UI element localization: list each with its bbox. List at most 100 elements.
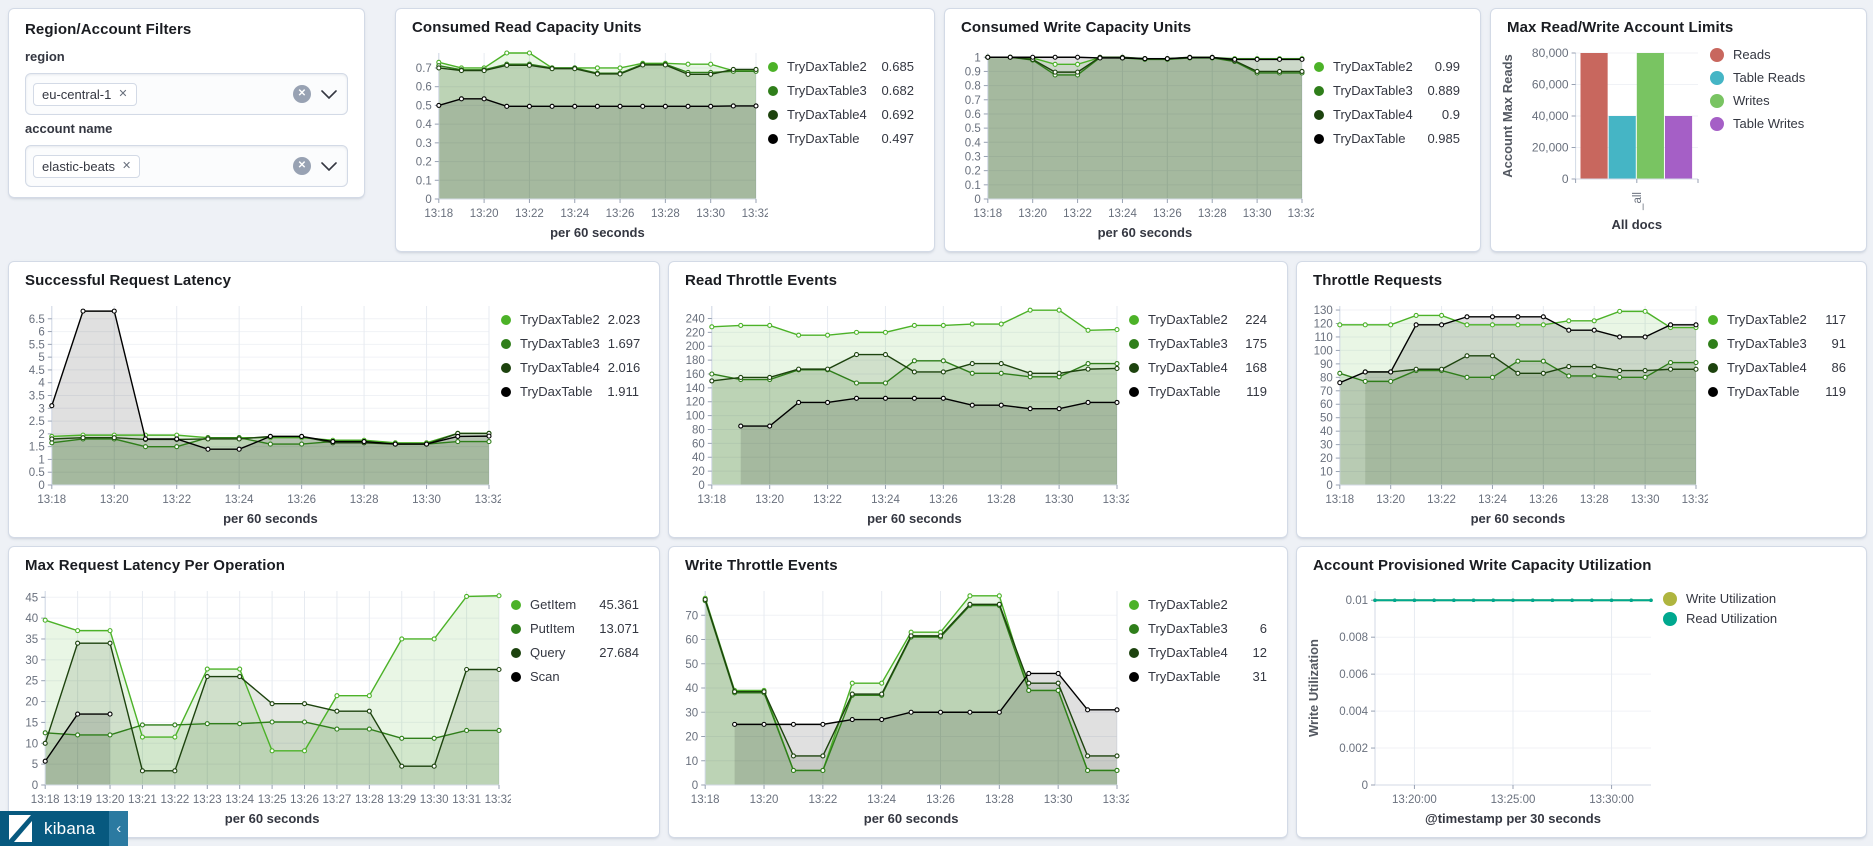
legend-series-name: TryDaxTable3 — [1148, 336, 1228, 351]
legend-item[interactable]: TryDaxTable3 175 — [1129, 336, 1267, 351]
svg-text:13:18: 13:18 — [37, 494, 66, 506]
legend-item[interactable]: TryDaxTable2 224 — [1129, 312, 1267, 327]
legend-series-name: TryDaxTable4 — [1148, 360, 1228, 375]
legend-item[interactable]: TryDaxTable 0.497 — [768, 131, 914, 146]
legend-item[interactable]: TryDaxTable2 117 — [1708, 312, 1846, 327]
legend-item[interactable]: Scan — [511, 669, 639, 684]
write-throttle-events-chart[interactable]: 0 10 20 30 40 50 60 70 13:18 13:20 13:22 13:24 13:26… — [677, 581, 1129, 831]
legend-item[interactable]: TryDaxTable2 0.685 — [768, 59, 914, 74]
legend-item[interactable]: TryDaxTable2 2.023 — [501, 312, 640, 327]
legend-series-name: TryDaxTable3 — [1333, 83, 1413, 98]
legend-item[interactable]: TryDaxTable4 86 — [1708, 360, 1846, 375]
collapse-nav-button[interactable]: ‹ — [109, 811, 129, 846]
consumed-write-capacity-chart[interactable]: 0 0.1 0.2 0.3 0.4 0.5 0.6 0.7 0.8 0.9 1 13:18 13:20 1… — [953, 43, 1314, 245]
legend-item[interactable]: TryDaxTable4 0.692 — [768, 107, 914, 122]
legend-series-name: Read Utilization — [1686, 611, 1778, 626]
svg-text:13:30: 13:30 — [1045, 494, 1074, 506]
svg-text:60: 60 — [685, 635, 698, 647]
svg-text:10: 10 — [1320, 467, 1333, 479]
legend-series-dot — [1708, 362, 1718, 373]
legend-item[interactable]: TryDaxTable3 0.889 — [1314, 83, 1460, 98]
panel-write-throttle-events: Write Throttle Events 0 10 20 30 40 50 60 70 13:… — [668, 546, 1288, 838]
region-combobox[interactable]: eu-central-1 ✕ ✕ — [25, 73, 348, 115]
svg-text:13:20: 13:20 — [1376, 494, 1405, 506]
svg-text:13:28: 13:28 — [355, 794, 384, 806]
legend-item[interactable]: Query 27.684 — [511, 645, 639, 660]
account-selected-pill[interactable]: elastic-beats ✕ — [33, 154, 141, 178]
legend-item[interactable]: TryDaxTable3 1.697 — [501, 336, 641, 351]
legend-series-dot — [1708, 338, 1718, 349]
svg-text:80,000: 80,000 — [1532, 46, 1569, 60]
kibana-logo-icon — [9, 815, 32, 842]
legend-series-dot — [511, 671, 521, 682]
legend-series-name: TryDaxTable — [1333, 131, 1406, 146]
svg-text:40: 40 — [692, 452, 705, 464]
svg-text:130: 130 — [1314, 305, 1333, 317]
legend-item[interactable]: Table Reads — [1710, 70, 1846, 85]
legend-series-name: TryDaxTable2 — [787, 59, 867, 74]
legend-series-value: 1.697 — [607, 336, 641, 351]
legend-item[interactable]: TryDaxTable 31 — [1129, 669, 1267, 684]
legend-series-dot — [501, 362, 511, 373]
legend-item[interactable]: TryDaxTable3 0.682 — [768, 83, 914, 98]
chevron-down-icon[interactable] — [321, 89, 337, 99]
svg-text:All docs: All docs — [1612, 217, 1663, 232]
legend-item[interactable]: PutItem 13.071 — [511, 621, 639, 636]
svg-text:13:22: 13:22 — [162, 494, 191, 506]
max-request-latency-chart[interactable]: 0 5 10 15 20 25 30 35 40 45 13:18 13:19 13:20 13:21 13… — [17, 581, 511, 831]
svg-text:13:20:00: 13:20:00 — [1392, 794, 1437, 806]
legend-item[interactable]: TryDaxTable3 91 — [1708, 336, 1846, 351]
region-selected-pill[interactable]: eu-central-1 ✕ — [33, 82, 137, 106]
legend-series-value: 0.985 — [1427, 131, 1460, 146]
svg-text:13:20: 13:20 — [100, 494, 129, 506]
legend-item[interactable]: TryDaxTable4 168 — [1129, 360, 1267, 375]
legend-item[interactable]: TryDaxTable4 0.9 — [1314, 107, 1460, 122]
legend-item[interactable]: TryDaxTable 119 — [1129, 384, 1267, 399]
write-capacity-utilization-chart[interactable]: 0 0.002 0.004 0.006 0.008 0.01 13:20:00 13:25:0… — [1305, 581, 1663, 831]
legend-item[interactable]: TryDaxTable4 12 — [1129, 645, 1267, 660]
legend-item[interactable]: TryDaxTable2 0.99 — [1314, 59, 1460, 74]
read-throttle-events-chart[interactable]: 0 20 40 60 80 100 120 140 160 180 200 220 240 13:18 13… — [677, 296, 1129, 531]
remove-selection-icon[interactable]: ✕ — [121, 159, 132, 172]
kibana-logo-button[interactable]: kibana — [0, 811, 110, 846]
successful-request-latency-chart[interactable]: 0 0.5 1 1.5 2 2.5 3 3.5 4 4.5 5 5.5 6 6.5 13:18 13:20 13… — [17, 296, 501, 531]
throttle-requests-chart[interactable]: 0 10 20 30 40 50 60 70 80 90 100 110 120 130 13:18 13:2… — [1305, 296, 1708, 531]
svg-text:13:32: 13:32 — [1103, 494, 1129, 506]
svg-text:140: 140 — [686, 383, 705, 395]
legend-series-value: 119 — [1825, 384, 1846, 399]
legend-item[interactable]: Writes — [1710, 93, 1846, 108]
svg-text:10: 10 — [25, 738, 38, 750]
remove-selection-icon[interactable]: ✕ — [118, 87, 128, 100]
legend-series-dot — [1708, 386, 1718, 397]
legend-item[interactable]: Reads — [1710, 47, 1846, 62]
svg-text:20,000: 20,000 — [1532, 141, 1569, 155]
svg-text:0.6: 0.6 — [965, 109, 981, 121]
svg-text:0: 0 — [1326, 480, 1332, 492]
legend-item[interactable]: TryDaxTable3 6 — [1129, 621, 1267, 636]
legend-series-dot — [1129, 314, 1139, 325]
legend-item[interactable]: Table Writes — [1710, 116, 1846, 131]
consumed-read-capacity-chart[interactable]: 0 0.1 0.2 0.3 0.4 0.5 0.6 0.7 13:18 13:20 13:22 13:… — [404, 43, 768, 245]
svg-text:13:23: 13:23 — [193, 794, 222, 806]
chevron-left-icon: ‹ — [116, 820, 122, 837]
legend-series-value: 12 — [1252, 645, 1267, 660]
legend-item[interactable]: TryDaxTable 1.911 — [501, 384, 639, 399]
legend-item[interactable]: GetItem 45.361 — [511, 597, 639, 612]
svg-text:20: 20 — [25, 697, 38, 709]
account-name-combobox[interactable]: elastic-beats ✕ ✕ — [25, 145, 348, 187]
svg-text:1: 1 — [38, 454, 44, 466]
legend-series-value: 91 — [1831, 336, 1846, 351]
legend-series-dot — [1129, 599, 1139, 610]
legend-item[interactable]: TryDaxTable 0.985 — [1314, 131, 1460, 146]
account-limits-bar-chart[interactable]: 0 20,000 40,000 60,000 80,000 _all All docs Acc… — [1499, 43, 1710, 245]
legend-item[interactable]: Write Utilization — [1663, 591, 1846, 606]
legend-series-name: Write Utilization — [1686, 591, 1777, 606]
legend-item[interactable]: TryDaxTable 119 — [1708, 384, 1846, 399]
svg-text:13:28: 13:28 — [987, 494, 1016, 506]
legend-item[interactable]: TryDaxTable4 2.016 — [501, 360, 640, 375]
legend-item[interactable]: Read Utilization — [1663, 611, 1846, 626]
legend-item[interactable]: TryDaxTable2 — [1129, 597, 1267, 612]
chevron-down-icon[interactable] — [321, 161, 337, 171]
clear-selections-button[interactable]: ✕ — [293, 85, 311, 103]
clear-selections-button[interactable]: ✕ — [293, 157, 311, 175]
